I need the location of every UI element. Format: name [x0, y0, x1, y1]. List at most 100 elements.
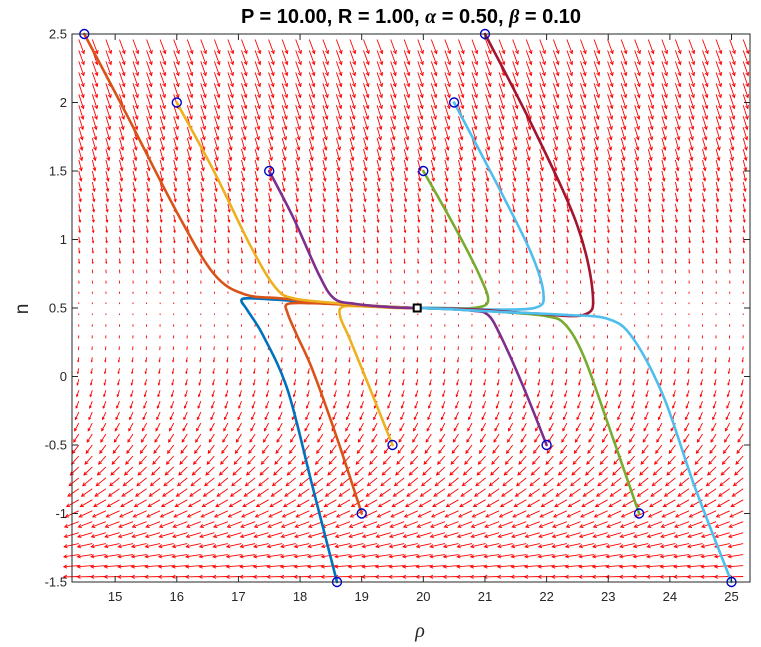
quiver-arrow-38	[78, 159, 83, 171]
quiver-head-40	[79, 146, 84, 151]
quiver-head-503	[198, 544, 204, 549]
quiver-head-968	[334, 383, 337, 386]
quiver-head-1647	[514, 72, 519, 77]
quiver-arrow-752	[267, 554, 283, 558]
quiver-arrow-1861	[572, 455, 581, 465]
quiver-head-2218	[673, 383, 676, 386]
quiver-arrow-804	[281, 532, 296, 538]
quiver-head-90	[92, 146, 97, 151]
quiver-head-131	[105, 240, 108, 244]
quiver-head-1281	[417, 240, 420, 244]
quiver-arrow-540	[213, 137, 219, 151]
quiver-head-414	[182, 428, 186, 432]
quiver-arrow-8	[67, 488, 80, 497]
quiver-arrow-1896	[580, 72, 586, 87]
quiver-head-1190	[391, 146, 396, 151]
quiver-head-618	[239, 383, 242, 386]
quiver-arrow-988	[335, 159, 340, 171]
quiver-arrow-1853	[565, 543, 581, 548]
quiver-head-779	[281, 261, 284, 265]
quiver-arrow-2496	[742, 72, 749, 87]
quiver-head-1589	[499, 156, 504, 162]
quiver-head-910	[313, 471, 319, 476]
quiver-arrow-2401	[714, 565, 730, 568]
quiver-head-1496	[474, 83, 478, 88]
quiver-arrow-1884	[580, 203, 583, 212]
quiver-head-305	[145, 524, 150, 528]
quiver-arrow-1842	[566, 116, 572, 130]
quiver-arrow-1117	[374, 390, 378, 397]
quiver-arrow-1348	[430, 50, 437, 65]
quiver-head-2354	[700, 534, 706, 539]
quiver-arrow-1803	[552, 543, 567, 548]
quiver-arrow-1609	[502, 477, 513, 487]
quiver-head-692	[256, 125, 261, 131]
quiver-head-1593	[500, 115, 505, 120]
quiver-arrow-2267	[686, 390, 690, 397]
quiver-head-1901	[578, 564, 583, 569]
quiver-head-283	[146, 219, 150, 223]
quiver-head-1245	[406, 94, 411, 99]
quiver-head-949	[325, 50, 330, 55]
quiver-arrow-2282	[688, 225, 691, 233]
quiver-head-2306	[688, 513, 693, 518]
quiver-head-2332	[702, 230, 705, 234]
quiver-head-354	[158, 534, 163, 539]
quiver-head-634	[241, 209, 245, 213]
quiver-arrow-1913	[588, 433, 595, 443]
quiver-arrow-641	[241, 127, 246, 140]
quiver-head-2110	[639, 471, 644, 476]
quiver-head-1585	[498, 198, 503, 203]
quiver-arrow-1699	[525, 39, 532, 54]
quiver-head-2170	[660, 360, 663, 363]
quiver-arrow-1016	[346, 401, 351, 409]
quiver-arrow-1090	[363, 137, 368, 151]
quiver-head-2249	[677, 50, 682, 55]
quiver-arrow-1333	[430, 214, 434, 223]
quiver-head-697	[257, 72, 262, 77]
quiver-arrow-1556	[485, 510, 500, 518]
quiver-arrow-2442	[729, 116, 735, 130]
quiver-head-2320	[700, 360, 703, 363]
quiver-head-1389	[445, 156, 450, 162]
quiver-arrow-863	[303, 433, 310, 443]
quiver-head-2496	[745, 83, 750, 88]
quiver-head-590	[228, 146, 233, 151]
quiver-head-101	[90, 564, 95, 569]
quiver-arrow-1114	[372, 422, 378, 432]
quiver-head-416	[183, 405, 187, 409]
quiver-head-1459	[461, 482, 466, 487]
quiver-arrow-806	[282, 510, 296, 518]
quiver-head-1488	[472, 167, 477, 172]
quiver-arrow-1349	[430, 39, 438, 54]
quiver-arrow-1784	[552, 203, 556, 212]
quiver-head-1529	[484, 261, 488, 265]
quiver-head-1085	[363, 198, 367, 203]
quiver-arrow-959	[326, 477, 337, 487]
quiver-head-1347	[433, 72, 438, 77]
quiver-arrow-1107	[364, 499, 378, 507]
quiver-arrow-2339	[702, 148, 707, 161]
quiver-head-817	[292, 394, 296, 398]
quiver-arrow-2489	[742, 148, 747, 161]
quiver-head-202	[117, 554, 122, 559]
quiver-arrow-717	[266, 390, 270, 397]
quiver-head-2204	[660, 534, 665, 539]
quiver-arrow-2495	[742, 83, 749, 98]
quiver-arrow-1408	[447, 488, 459, 497]
quiver-head-1754	[538, 534, 543, 539]
quiver-head-1932	[593, 230, 597, 234]
quiver-head-1829	[566, 261, 569, 265]
quiver-arrow-152	[104, 554, 120, 558]
quiver-arrow-1582	[498, 225, 501, 233]
quiver-head-184	[119, 209, 123, 213]
quiver-arrow-60	[83, 466, 93, 476]
quiver-head-1516	[482, 405, 485, 409]
quiver-head-1709	[529, 482, 534, 487]
quiver-arrow-714	[264, 422, 269, 432]
quiver-arrow-454	[186, 532, 201, 538]
quiver-head-1902	[578, 554, 583, 559]
quiver-arrow-455	[186, 521, 201, 528]
quiver-arrow-688	[254, 159, 259, 171]
quiver-arrow-771	[281, 346, 283, 351]
